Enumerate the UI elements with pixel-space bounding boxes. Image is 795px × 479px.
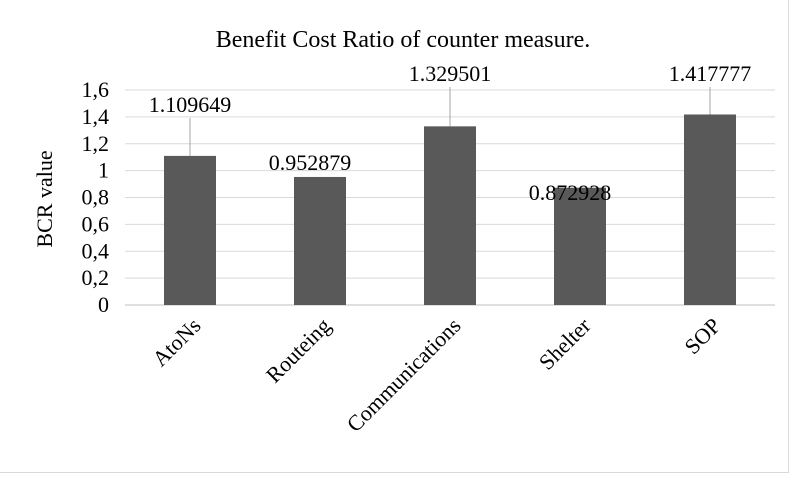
y-tick-label: 0,2 — [82, 265, 110, 290]
data-label: 1.109649 — [149, 92, 232, 117]
category-label: SOP — [679, 313, 725, 359]
bar — [164, 155, 216, 305]
data-label: 1.329501 — [409, 61, 492, 86]
bar — [554, 187, 606, 305]
bar — [424, 126, 476, 306]
y-tick-label: 0 — [98, 292, 109, 317]
y-tick-label: 1 — [98, 158, 109, 183]
category-label: Communications — [342, 313, 466, 437]
category-label: AtoNs — [147, 313, 205, 371]
y-axis-title: BCR value — [32, 150, 57, 247]
y-tick-label: 0,6 — [82, 211, 110, 236]
bars — [164, 114, 736, 306]
y-tick-labels: 00,20,40,60,811,21,41,6 — [82, 77, 110, 317]
y-tick-label: 0,4 — [82, 238, 110, 263]
y-tick-label: 1,6 — [82, 77, 110, 102]
data-label: 0.952879 — [269, 150, 352, 175]
data-label: 0.872928 — [529, 180, 612, 205]
bar — [684, 114, 736, 306]
data-label: 1.417777 — [669, 61, 752, 86]
bar — [294, 176, 346, 305]
y-tick-label: 1,4 — [82, 104, 110, 129]
y-tick-label: 0,8 — [82, 185, 110, 210]
data-labels: 1.109649 0.952879 1.329501 0.872928 1.417777 — [149, 61, 752, 205]
leader-lines — [189, 87, 711, 156]
category-label: Shelter — [534, 312, 596, 374]
category-label: Routeing — [261, 313, 336, 388]
chart-title: Benefit Cost Ratio of counter measure. — [216, 27, 591, 53]
category-labels: AtoNs Routeing Communications Shelter SOP — [147, 312, 725, 436]
y-tick-label: 1,2 — [82, 131, 110, 156]
